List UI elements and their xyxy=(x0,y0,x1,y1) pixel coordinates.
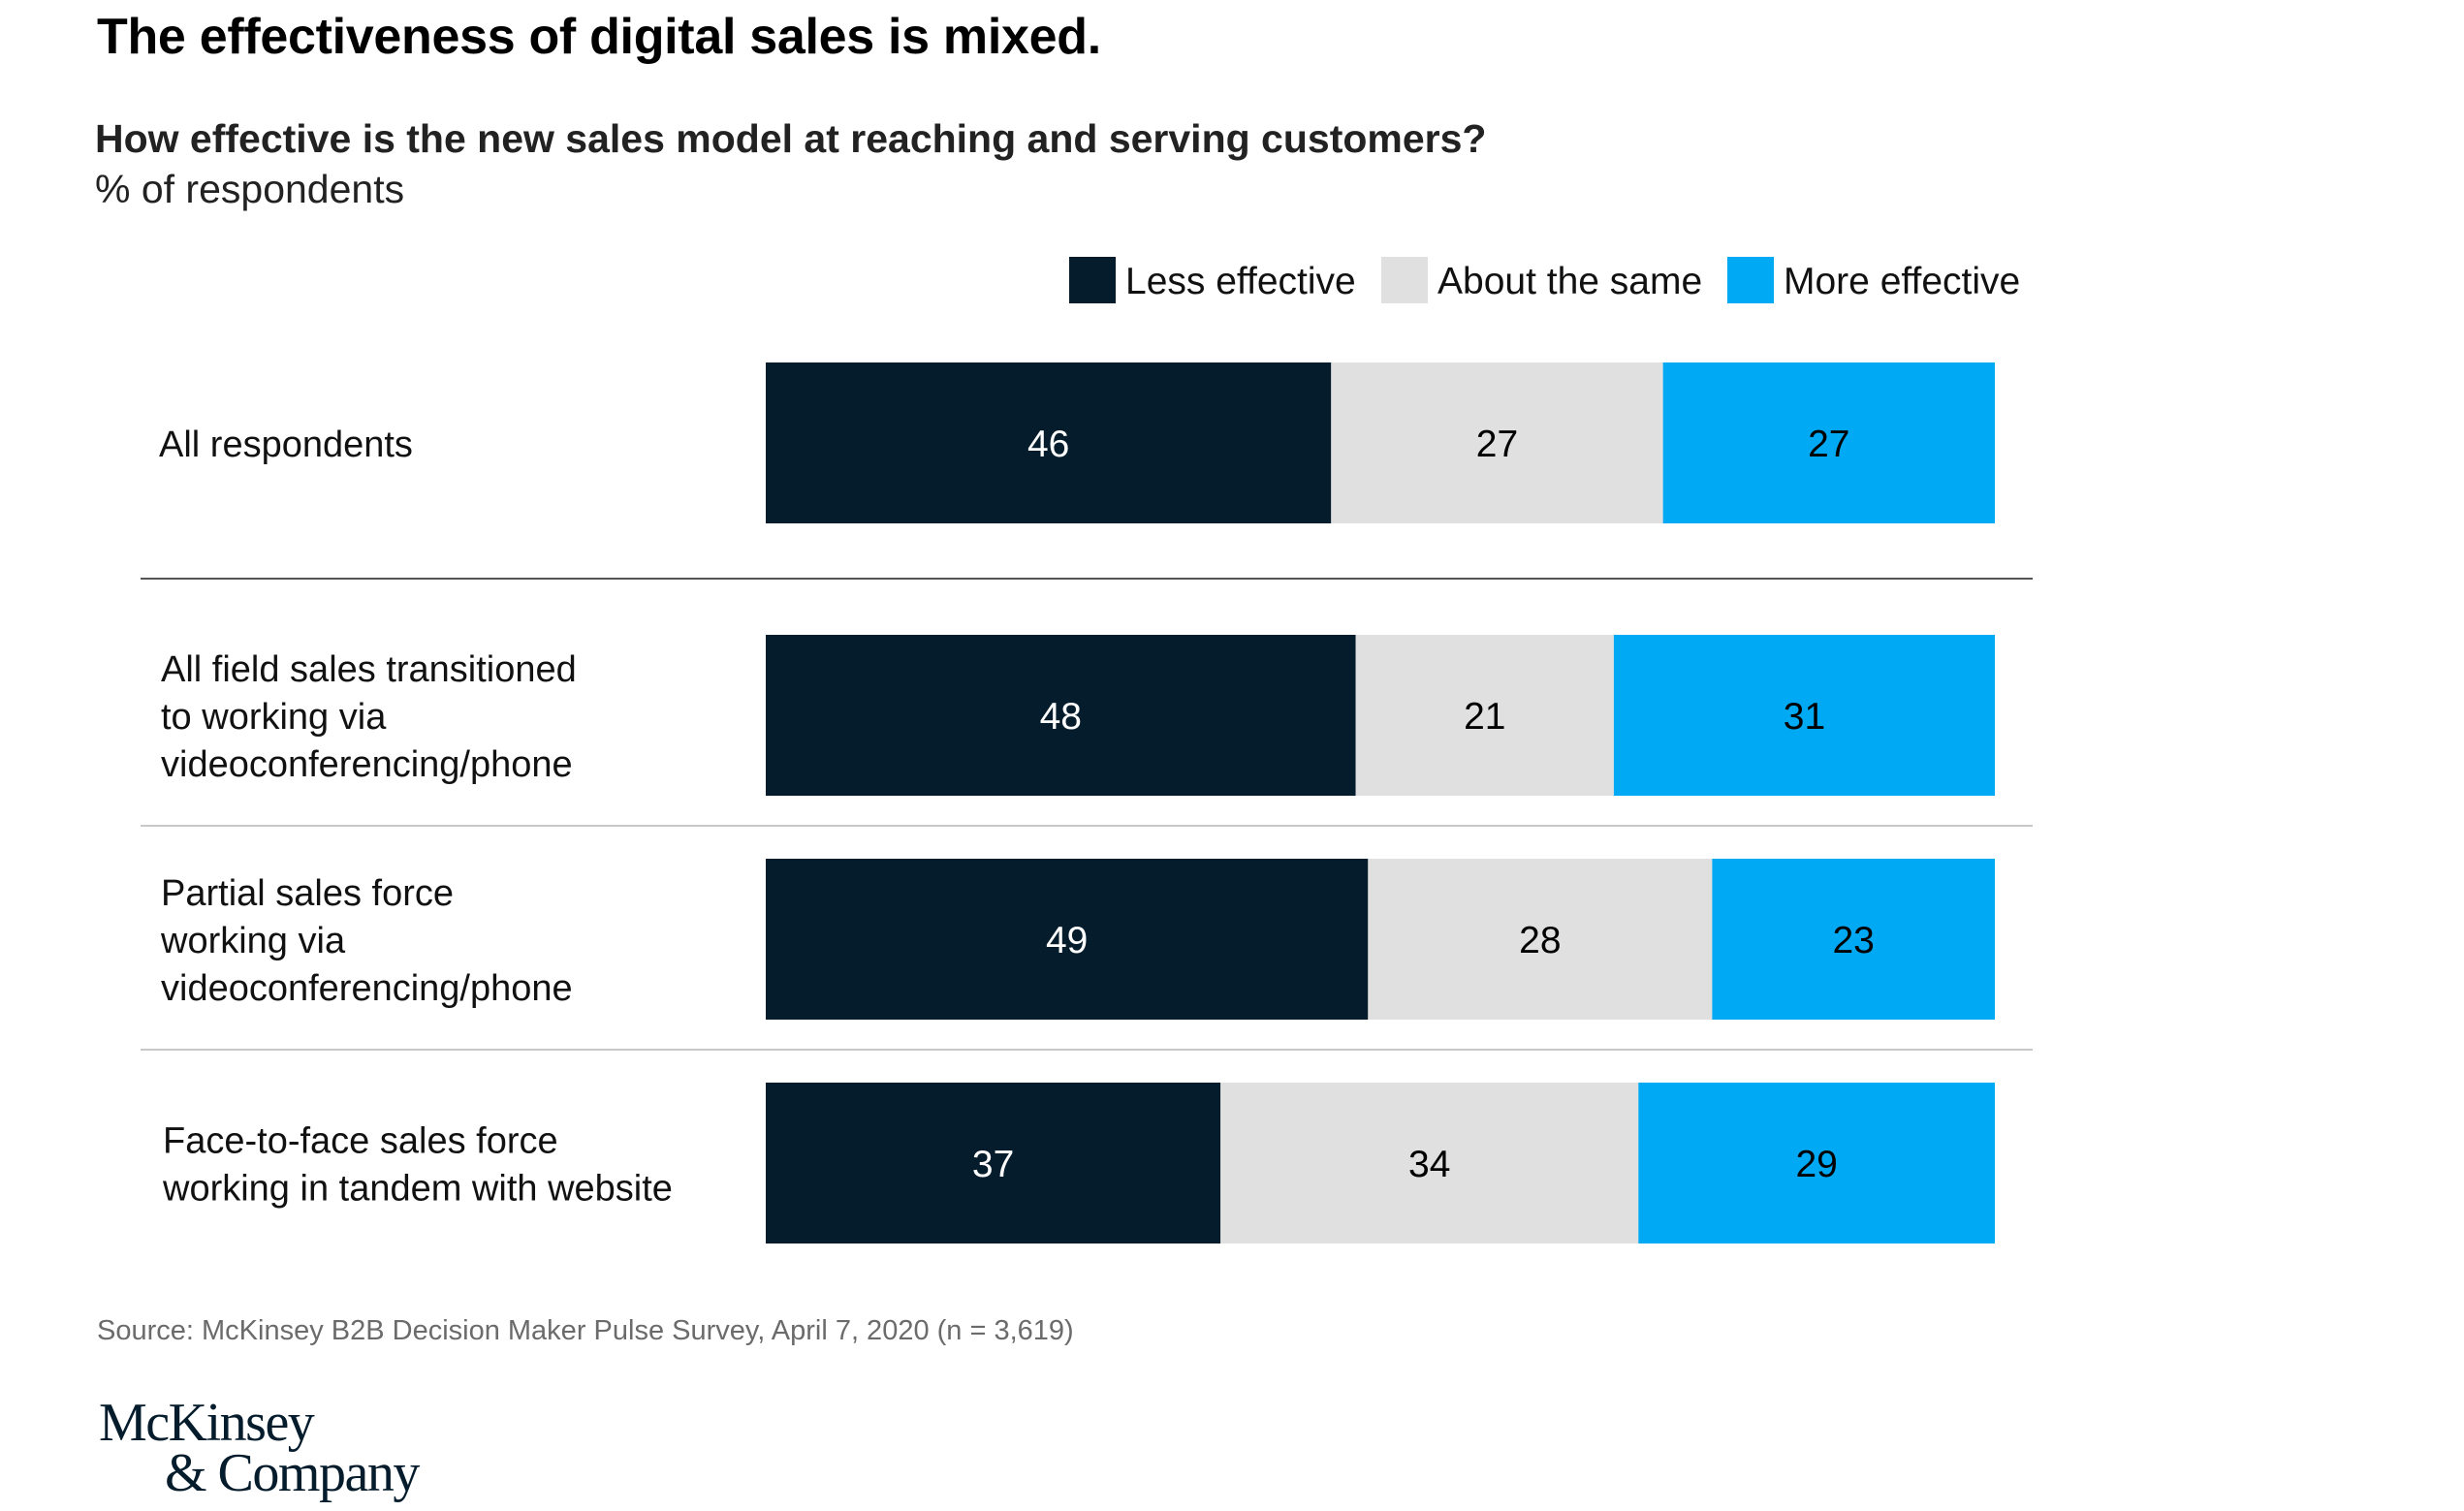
category-label-4-line-2: working in tandem with website xyxy=(162,1169,673,1210)
value-label-more-row-3: 23 xyxy=(1832,920,1874,961)
bar-more-row-3 xyxy=(1712,859,1995,1020)
bar-less-row-1 xyxy=(766,362,1332,523)
value-label-more-row-4: 29 xyxy=(1795,1144,1837,1185)
legend-label-more: More effective xyxy=(1784,261,2020,302)
value-label-same-row-2: 21 xyxy=(1464,696,1505,738)
legend-label-same: About the same xyxy=(1437,261,1702,302)
bar-less-row-2 xyxy=(766,635,1356,796)
legend-swatch-more xyxy=(1727,257,1774,303)
value-label-less-row-1: 46 xyxy=(1027,424,1069,465)
category-label-1-line-1: All respondents xyxy=(159,425,413,465)
chart-title: The effectiveness of digital sales is mi… xyxy=(97,9,1101,65)
value-label-less-row-3: 49 xyxy=(1046,920,1088,961)
bar-same-row-4 xyxy=(1220,1083,1639,1243)
category-label-3-line-3: videoconferencing/phone xyxy=(161,968,573,1009)
bar-same-row-1 xyxy=(1331,362,1663,523)
mckinsey-logo: McKinsey & Company xyxy=(99,1396,420,1503)
bar-more-row-2 xyxy=(1613,635,1995,796)
value-label-less-row-2: 48 xyxy=(1040,696,1082,738)
category-label-2-line-1: All field sales transitioned xyxy=(161,649,577,690)
value-label-less-row-4: 37 xyxy=(972,1144,1014,1185)
value-label-more-row-2: 31 xyxy=(1784,696,1825,738)
value-label-more-row-1: 27 xyxy=(1808,424,1849,465)
category-label-2-line-3: videoconferencing/phone xyxy=(161,744,573,785)
units-label: % of respondents xyxy=(95,167,405,211)
bar-same-row-3 xyxy=(1368,859,1713,1020)
category-label-3-line-2: working via xyxy=(160,921,346,961)
chart-subtitle: How effective is the new sales model at … xyxy=(95,116,1487,161)
legend-swatch-less xyxy=(1069,257,1116,303)
bar-less-row-3 xyxy=(766,859,1369,1020)
bar-more-row-4 xyxy=(1638,1083,1995,1243)
legend-swatch-same xyxy=(1381,257,1428,303)
category-label-2-line-2: to working via xyxy=(161,697,387,738)
logo-line-1: McKinsey xyxy=(99,1393,315,1453)
source-note: Source: McKinsey B2B Decision Maker Puls… xyxy=(97,1315,1074,1346)
bar-more-row-1 xyxy=(1662,362,1995,523)
stacked-bar-chart: Less effective About the same More effecti… xyxy=(141,257,2033,1243)
value-label-same-row-1: 27 xyxy=(1476,424,1518,465)
legend-label-less: Less effective xyxy=(1125,261,1356,302)
category-label-3-line-1: Partial sales force xyxy=(161,873,454,914)
value-label-same-row-3: 28 xyxy=(1519,920,1561,961)
category-label-4-line-1: Face-to-face sales force xyxy=(163,1121,558,1162)
value-label-same-row-4: 34 xyxy=(1408,1144,1450,1185)
logo-line-2: & Company xyxy=(165,1443,420,1503)
bar-same-row-2 xyxy=(1355,635,1614,796)
bar-less-row-4 xyxy=(766,1083,1221,1243)
